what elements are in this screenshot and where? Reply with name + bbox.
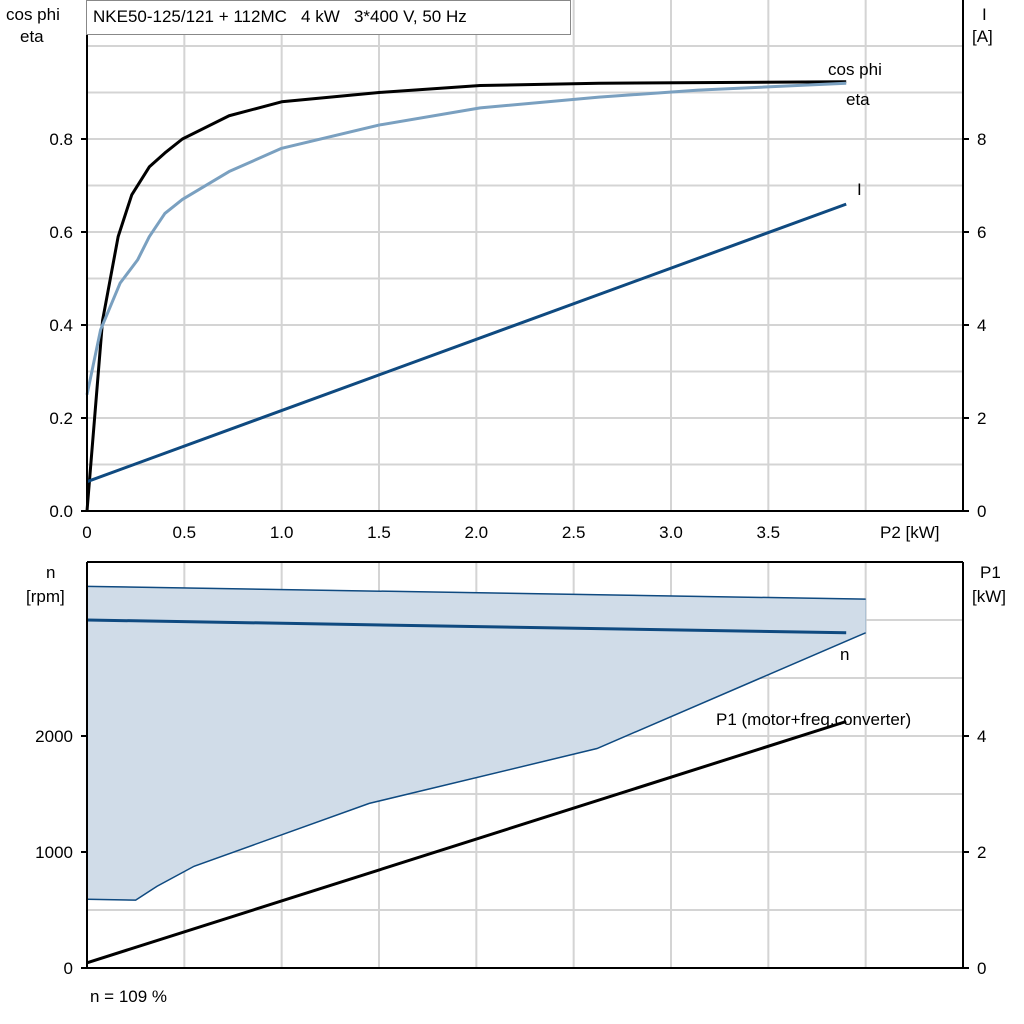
left-tick-label: 1000 — [35, 843, 73, 862]
x-axis-label: P2 [kW] — [880, 523, 940, 542]
series-line-i — [86, 202, 847, 484]
right-tick-label: 2 — [977, 409, 986, 428]
left-tick-label: 0 — [64, 959, 73, 978]
chart-marks — [85, 0, 964, 969]
left-tick-label: 0.6 — [49, 223, 73, 242]
right-tick-label: 6 — [977, 223, 986, 242]
top-right-ylabel-1: I — [982, 5, 987, 24]
bottom-left-ylabel-1: n — [46, 563, 55, 582]
right-tick-label: 0 — [977, 502, 986, 521]
series-line-cos — [85, 81, 847, 396]
label-speed: n — [840, 645, 849, 664]
x-tick-label: 0 — [82, 523, 91, 542]
left-tick-label: 0.4 — [49, 316, 73, 335]
top-left-ylabel-1: cos phi — [6, 5, 60, 24]
operating-range-lower-line — [86, 632, 866, 901]
top-grid — [87, 0, 963, 511]
label-cos-phi: cos phi — [828, 60, 882, 79]
x-tick-label: 2.5 — [562, 523, 586, 542]
right-tick-label: 2 — [977, 843, 986, 862]
x-tick-label: 3.0 — [659, 523, 683, 542]
right-tick-label: 8 — [977, 130, 986, 149]
top-left-ylabel-2: eta — [20, 27, 44, 46]
operating-range-upper-line — [86, 585, 866, 600]
title-box — [86, 0, 571, 35]
chart-labels: 0.0 0.2 0.4 0.6 0.8 0 2 4 6 8 0 0.5 1.0 1.5 2.0 2.5 3.0 3… — [35, 60, 986, 978]
top-right-ylabel-2: [A] — [972, 27, 993, 46]
x-tick-label: 0.5 — [173, 523, 197, 542]
x-tick-label: 1.5 — [367, 523, 391, 542]
series-line-p1 — [86, 720, 847, 965]
left-tick-label: 0.8 — [49, 130, 73, 149]
bottom-left-ylabel-2: [rpm] — [26, 587, 65, 606]
label-p1: P1 (motor+freq.converter) — [716, 710, 911, 729]
x-tick-label: 1.0 — [270, 523, 294, 542]
series-line-eta — [85, 80, 847, 512]
x-tick-label: 3.5 — [757, 523, 781, 542]
series-line-n — [86, 618, 847, 635]
speed-annotation: n = 109 % — [90, 987, 167, 1006]
bottom-right-ylabel-1: P1 — [980, 563, 1001, 582]
right-tick-label: 0 — [977, 959, 986, 978]
x-tick-label: 2.0 — [465, 523, 489, 542]
label-current: I — [857, 180, 862, 199]
right-tick-label: 4 — [977, 727, 986, 746]
label-eta: eta — [846, 90, 870, 109]
right-tick-label: 4 — [977, 316, 986, 335]
left-tick-label: 2000 — [35, 727, 73, 746]
bottom-right-ylabel-2: [kW] — [972, 587, 1006, 606]
left-tick-label: 0.2 — [49, 409, 73, 428]
left-tick-label: 0.0 — [49, 502, 73, 521]
chart-title: NKE50-125/121 + 112MC 4 kW 3*400 V, 50 H… — [93, 7, 467, 26]
